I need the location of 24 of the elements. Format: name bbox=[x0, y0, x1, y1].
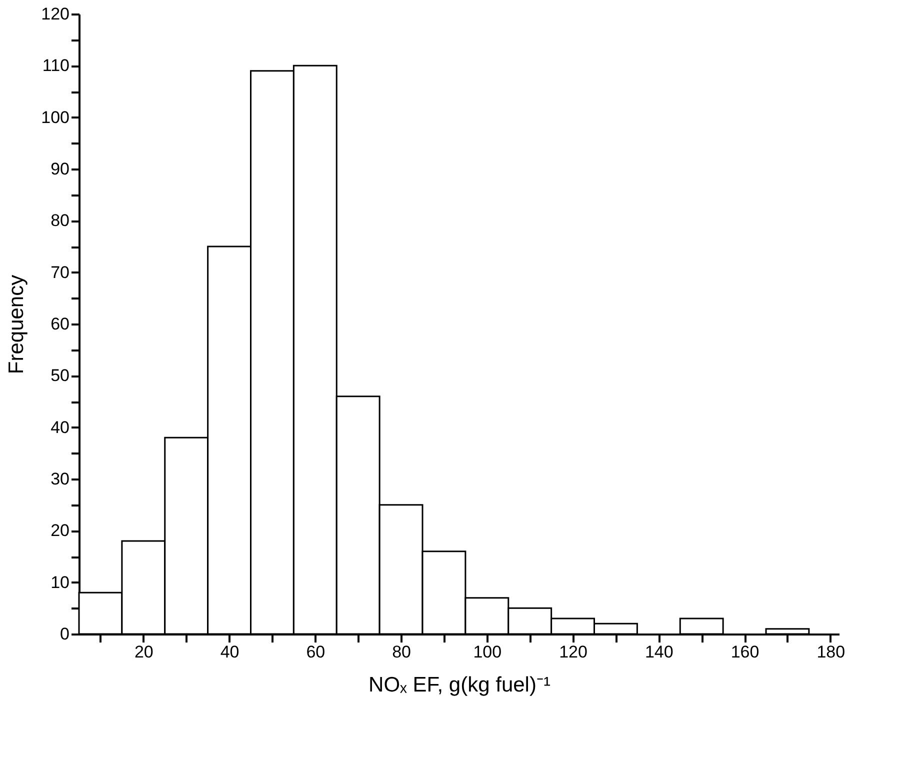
y-tick-label: 0 bbox=[60, 624, 70, 644]
x-tick-label: 180 bbox=[816, 642, 846, 662]
x-tick-label: 140 bbox=[644, 642, 674, 662]
x-tick-label: 160 bbox=[730, 642, 760, 662]
x-tick-label: 40 bbox=[220, 642, 240, 662]
x-tick-label: 20 bbox=[134, 642, 154, 662]
y-tick-label: 90 bbox=[50, 160, 70, 178]
y-tick-label: 10 bbox=[50, 572, 70, 592]
x-tick-label: 80 bbox=[392, 642, 411, 662]
x-tick-label: 120 bbox=[559, 642, 588, 662]
y-tick-label: 20 bbox=[50, 521, 70, 540]
x-tick-label: 60 bbox=[306, 642, 326, 662]
y-tick-label: 30 bbox=[50, 470, 70, 488]
y-tick-label: 120 bbox=[41, 4, 70, 24]
y-axis-title: Frequency bbox=[5, 274, 28, 374]
y-tick-label: 70 bbox=[50, 262, 70, 282]
y-tick-label: 80 bbox=[50, 211, 70, 230]
y-tick-label: 50 bbox=[50, 366, 70, 386]
y-tick-label: 100 bbox=[41, 108, 70, 127]
x-tick-label: 100 bbox=[473, 642, 502, 662]
y-tick-label: 60 bbox=[50, 314, 70, 334]
y-tick-label: 40 bbox=[50, 418, 70, 437]
y-tick-label: 110 bbox=[42, 56, 70, 76]
x-axis-title: NOₓ EF, g(kg fuel)⁻¹ bbox=[368, 674, 550, 696]
